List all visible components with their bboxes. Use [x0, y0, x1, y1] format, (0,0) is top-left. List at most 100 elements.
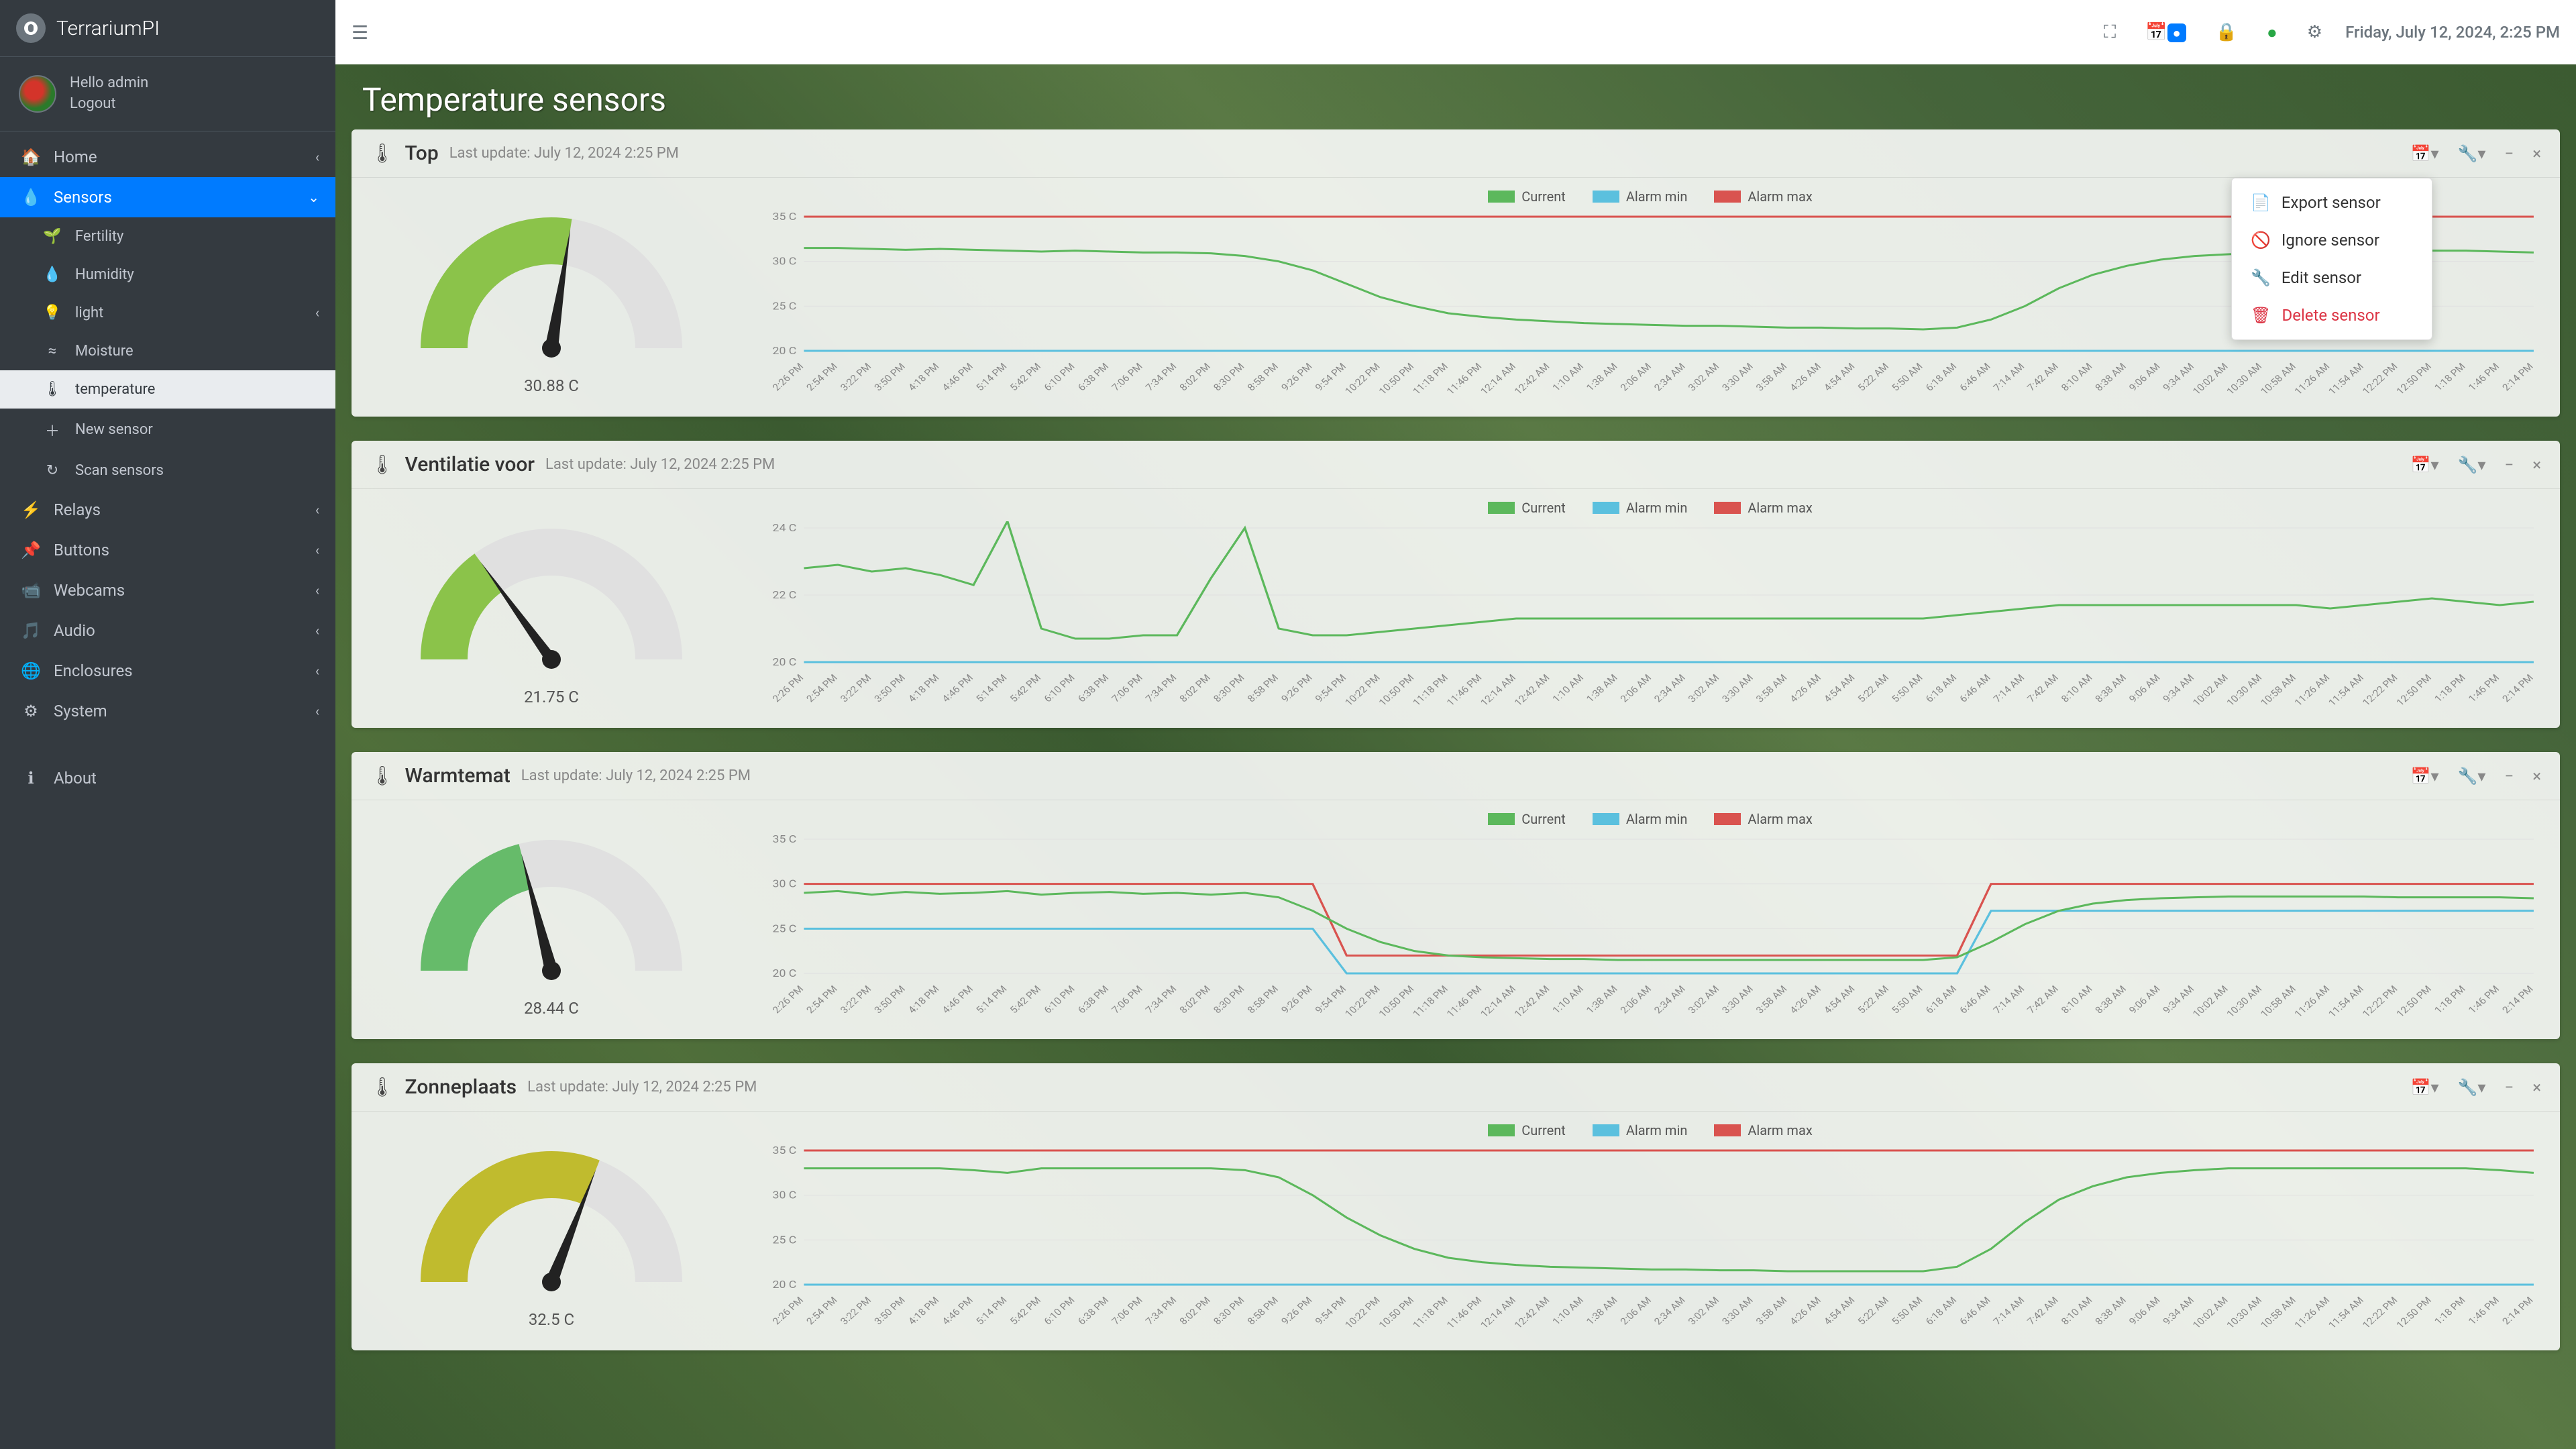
legend-current[interactable]: Current — [1488, 811, 1566, 827]
nav-audio[interactable]: 🎵Audio‹ — [0, 610, 335, 651]
wrench-dropdown[interactable]: 🔧▾ — [2458, 767, 2486, 786]
nav-fertility[interactable]: 🌱Fertility — [0, 217, 335, 256]
minimize-button[interactable]: − — [2504, 144, 2514, 163]
legend-alarm-min[interactable]: Alarm min — [1593, 189, 1688, 205]
nav-light[interactable]: 💡light‹ — [0, 294, 335, 332]
nav-about[interactable]: ℹAbout — [0, 758, 335, 798]
svg-text:1:38 AM: 1:38 AM — [1584, 983, 1620, 1016]
card-header: 🌡 Warmtemat Last update: July 12, 2024 2… — [352, 752, 2560, 800]
svg-text:6:38 PM: 6:38 PM — [1075, 983, 1112, 1016]
svg-text:6:10 PM: 6:10 PM — [1041, 672, 1077, 704]
svg-text:5:14 PM: 5:14 PM — [973, 361, 1010, 393]
user-avatar[interactable] — [19, 75, 56, 113]
svg-text:6:18 AM: 6:18 AM — [1923, 983, 1960, 1016]
wrench-icon: 🔧 — [2251, 268, 2271, 287]
close-button[interactable]: × — [2532, 1078, 2541, 1097]
nav-relays[interactable]: ⚡Relays‹ — [0, 490, 335, 530]
legend-alarm-max[interactable]: Alarm max — [1714, 1122, 1812, 1138]
wrench-dropdown[interactable]: 🔧▾ — [2458, 1078, 2486, 1097]
legend-current[interactable]: Current — [1488, 1122, 1566, 1138]
close-button[interactable]: × — [2532, 767, 2541, 786]
lock-icon[interactable]: 🔒 — [2209, 22, 2244, 42]
legend-current[interactable]: Current — [1488, 189, 1566, 205]
nav-sensors[interactable]: 💧Sensors⌄ — [0, 177, 335, 217]
calendar-dropdown[interactable]: 📅▾ — [2411, 144, 2439, 163]
close-button[interactable]: × — [2532, 144, 2541, 163]
svg-text:2:34 AM: 2:34 AM — [1652, 1295, 1688, 1328]
export-sensor-item[interactable]: 📄Export sensor — [2232, 184, 2432, 221]
legend-alarm-max[interactable]: Alarm max — [1714, 500, 1812, 516]
svg-text:12:50 PM: 12:50 PM — [2394, 672, 2434, 708]
legend-alarm-max[interactable]: Alarm max — [1714, 189, 1812, 205]
svg-text:2:26 PM: 2:26 PM — [770, 672, 806, 704]
svg-text:3:58 AM: 3:58 AM — [1754, 983, 1790, 1016]
svg-text:8:58 PM: 8:58 PM — [1245, 1295, 1281, 1327]
minimize-button[interactable]: − — [2504, 1078, 2514, 1097]
nav-system[interactable]: ⚙System‹ — [0, 691, 335, 731]
ignore-sensor-item[interactable]: 🚫Ignore sensor — [2232, 221, 2432, 259]
nav-enclosures[interactable]: 🌐Enclosures‹ — [0, 651, 335, 691]
svg-text:1:38 AM: 1:38 AM — [1584, 1295, 1620, 1328]
settings-gear-icon[interactable]: ⚙ — [2300, 22, 2329, 42]
nav-moisture[interactable]: ≈Moisture — [0, 332, 335, 370]
svg-text:6:38 PM: 6:38 PM — [1075, 361, 1112, 393]
svg-text:30 C: 30 C — [773, 1189, 797, 1201]
calendar-dropdown[interactable]: 📅▾ — [2411, 455, 2439, 474]
svg-text:8:58 PM: 8:58 PM — [1245, 361, 1281, 393]
minimize-button[interactable]: − — [2504, 767, 2514, 786]
svg-text:5:50 AM: 5:50 AM — [1889, 672, 1925, 705]
legend-alarm-min[interactable]: Alarm min — [1593, 1122, 1688, 1138]
calendar-toggle[interactable]: 📅● — [2139, 22, 2192, 42]
nav-home[interactable]: 🏠Home‹ — [0, 137, 335, 177]
legend-alarm-min[interactable]: Alarm min — [1593, 500, 1688, 516]
page-title: Temperature sensors — [335, 64, 2576, 129]
legend-alarm-max[interactable]: Alarm max — [1714, 811, 1812, 827]
svg-text:12:42 AM: 12:42 AM — [1512, 983, 1552, 1020]
thermometer-icon: 🌡 — [40, 381, 64, 398]
calendar-dropdown[interactable]: 📅▾ — [2411, 1078, 2439, 1097]
hamburger-icon[interactable]: ☰ — [352, 21, 368, 44]
svg-text:30 C: 30 C — [773, 877, 797, 890]
wrench-dropdown[interactable]: 🔧▾ — [2458, 144, 2486, 163]
nav-buttons[interactable]: 📌Buttons‹ — [0, 530, 335, 570]
nav-new-sensor[interactable]: ＋New sensor — [0, 409, 335, 451]
home-icon: 🏠 — [19, 148, 43, 166]
svg-text:3:50 PM: 3:50 PM — [871, 983, 908, 1016]
svg-text:3:50 PM: 3:50 PM — [871, 1295, 908, 1327]
close-button[interactable]: × — [2532, 455, 2541, 474]
gauge-value: 28.44 C — [370, 999, 733, 1018]
svg-text:2:14 PM: 2:14 PM — [2500, 1295, 2536, 1327]
user-greeting[interactable]: Hello admin — [70, 73, 148, 94]
logout-link[interactable]: Logout — [70, 94, 148, 115]
legend-alarm-min[interactable]: Alarm min — [1593, 811, 1688, 827]
edit-sensor-item[interactable]: 🔧Edit sensor — [2232, 259, 2432, 297]
legend-current[interactable]: Current — [1488, 500, 1566, 516]
svg-text:10:02 AM: 10:02 AM — [2190, 361, 2231, 397]
nav-humidity[interactable]: 💧Humidity — [0, 256, 335, 294]
humidity-icon: 💧 — [40, 266, 64, 283]
fullscreen-icon[interactable]: ⛶ — [2097, 22, 2123, 43]
svg-text:1:46 PM: 1:46 PM — [2466, 1295, 2502, 1327]
svg-text:3:58 AM: 3:58 AM — [1754, 1295, 1790, 1328]
svg-text:7:34 PM: 7:34 PM — [1143, 983, 1179, 1016]
card-header: 🌡 Zonneplaats Last update: July 12, 2024… — [352, 1063, 2560, 1112]
svg-text:25 C: 25 C — [773, 1234, 797, 1246]
minimize-button[interactable]: − — [2504, 455, 2514, 474]
svg-text:7:42 AM: 7:42 AM — [2025, 361, 2061, 394]
svg-text:3:02 AM: 3:02 AM — [1686, 672, 1722, 705]
svg-text:35 C: 35 C — [773, 833, 797, 846]
svg-text:1:46 PM: 1:46 PM — [2466, 983, 2502, 1016]
nav-temperature[interactable]: 🌡temperature — [0, 370, 335, 409]
nav-scan-sensors[interactable]: ↻Scan sensors — [0, 451, 335, 490]
svg-text:8:30 PM: 8:30 PM — [1211, 983, 1247, 1016]
svg-text:8:02 PM: 8:02 PM — [1177, 983, 1213, 1016]
calendar-dropdown[interactable]: 📅▾ — [2411, 767, 2439, 786]
svg-text:7:34 PM: 7:34 PM — [1143, 1295, 1179, 1327]
delete-sensor-item[interactable]: 🗑Delete sensor — [2232, 297, 2432, 334]
wrench-dropdown[interactable]: 🔧▾ — [2458, 455, 2486, 474]
svg-text:7:06 PM: 7:06 PM — [1109, 361, 1145, 393]
svg-text:2:54 PM: 2:54 PM — [804, 1295, 840, 1327]
svg-text:5:22 AM: 5:22 AM — [1855, 361, 1891, 394]
brand[interactable]: TerrariumPI — [0, 0, 335, 57]
nav-webcams[interactable]: 📹Webcams‹ — [0, 570, 335, 610]
